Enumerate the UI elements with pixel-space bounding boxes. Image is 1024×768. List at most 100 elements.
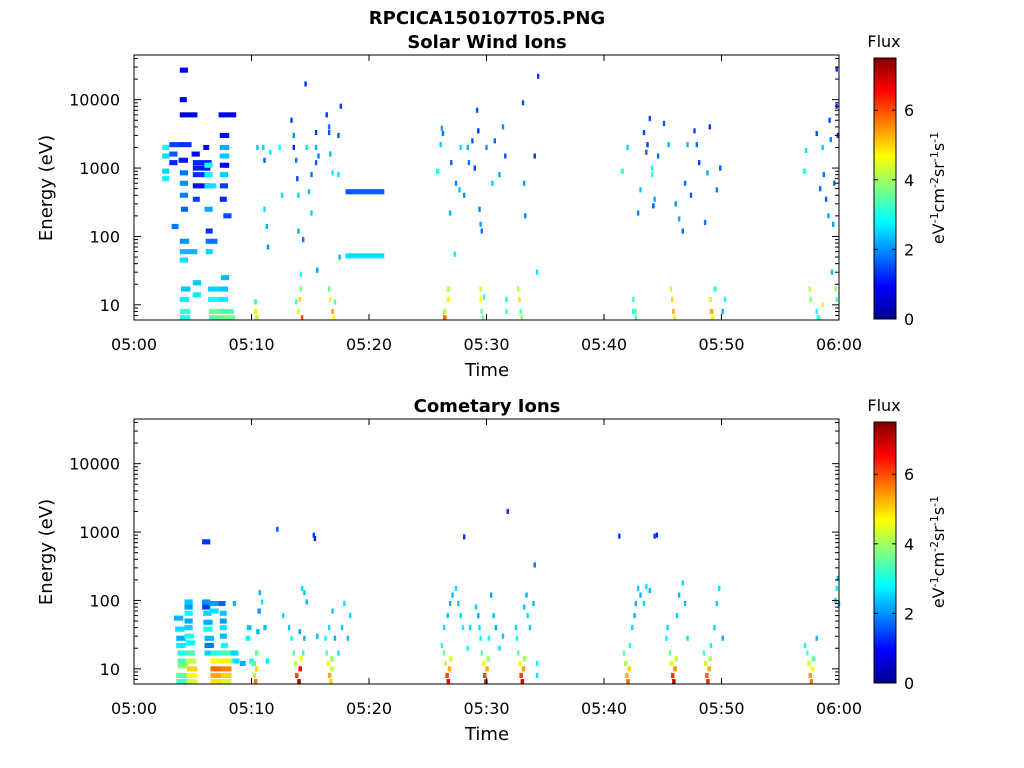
spectrogram-cell <box>280 192 284 198</box>
spectrogram-cell <box>219 183 228 189</box>
x-axis-label: Time <box>464 724 509 745</box>
spectrogram-cell <box>693 128 696 134</box>
spectrogram-cell <box>453 251 456 257</box>
spectrogram-cell <box>480 308 483 314</box>
spectrogram-cell <box>203 626 213 632</box>
spectrogram-cell <box>665 635 668 641</box>
spectrogram-cell <box>522 656 527 662</box>
spectrogram-cell <box>204 162 213 168</box>
panel-title: Solar Wind Ions <box>407 32 566 53</box>
spectrogram-cell <box>634 308 637 314</box>
spectrogram-cell <box>698 160 701 166</box>
spectrogram-cell <box>678 216 681 222</box>
spectrogram-cell <box>203 144 210 150</box>
spectrogram-cell <box>292 132 295 138</box>
spectrogram-cell <box>346 635 350 641</box>
spectrogram-cell <box>662 120 666 126</box>
spectrogram-cell <box>340 625 344 631</box>
spectrogram-cell <box>528 625 532 631</box>
spectrogram-cell <box>220 650 231 656</box>
spectrogram-cell <box>821 144 824 150</box>
spectrogram-cell <box>204 206 213 212</box>
y-tick-label: 10 <box>100 660 120 679</box>
spectrogram-cell <box>299 286 303 292</box>
colorbar-title: Flux <box>867 396 900 415</box>
spectrogram-cell <box>253 299 258 305</box>
spectrogram-cell <box>260 599 264 605</box>
colorbar-gradient <box>873 421 897 684</box>
spectrogram-cell <box>230 650 239 656</box>
spectrogram-cell <box>467 160 471 166</box>
spectrogram-cell <box>537 73 540 79</box>
spectrogram-cell <box>184 618 193 624</box>
panel-title: Cometary Ions <box>414 396 561 417</box>
spectrogram-cell <box>310 172 313 178</box>
colorbar-gradient <box>873 57 897 320</box>
spectrogram-cell <box>179 170 188 176</box>
spectrogram-cell <box>441 131 445 137</box>
spectrogram-cell <box>185 650 196 656</box>
spectrogram-cell <box>671 296 674 302</box>
spectrogram-cell <box>713 625 716 631</box>
spectrogram-cell <box>695 142 698 148</box>
spectrogram-cell <box>317 153 320 159</box>
spectrogram-cell <box>232 601 237 607</box>
x-tick-label: 05:10 <box>228 335 274 354</box>
colorbar-tick-label: 0 <box>904 674 914 693</box>
cometary-panel: Cometary Ions 05:00 05:10 05:20 05:30 05:40 0… <box>36 396 948 745</box>
spectrogram-cell <box>821 302 824 308</box>
plot-frame <box>133 54 840 321</box>
spectrogram-cell <box>209 308 225 314</box>
spectrogram-cell <box>833 180 836 186</box>
spectrogram-cell <box>675 613 679 619</box>
spectrogram-cell <box>481 315 485 321</box>
spectrogram-cell <box>303 590 306 596</box>
spectrogram-cell <box>446 613 449 619</box>
y-tick-label: 10000 <box>69 455 120 474</box>
spectrogram-cell <box>806 650 809 656</box>
spectrogram-cell <box>683 180 687 186</box>
y-tick-label: 100 <box>89 591 120 610</box>
spectrogram-cell <box>622 650 626 656</box>
spectrogram-cell <box>204 635 214 641</box>
spectrogram-cell <box>302 650 305 656</box>
spectrogram-cell <box>493 138 496 144</box>
spectrogram-cell <box>218 112 237 118</box>
spectrogram-cell <box>343 601 346 607</box>
spectrogram-cell <box>506 508 509 514</box>
spectrogram-cell <box>179 315 191 321</box>
x-tick-label: 05:30 <box>463 699 509 718</box>
spectrogram-cell <box>703 660 708 666</box>
spectrogram-cell <box>713 286 717 292</box>
spectrogram-cell <box>218 308 234 314</box>
spectrogram-cell <box>708 656 713 662</box>
colorbar-tick-label: 4 <box>904 535 914 554</box>
spectrogram-cell <box>305 144 308 150</box>
y-tick-label: 1000 <box>79 159 120 178</box>
spectrogram-cell <box>298 666 302 672</box>
spectrogram-cell <box>219 633 227 639</box>
spectrogram-cell <box>653 533 656 539</box>
spectrogram-cell <box>178 157 188 163</box>
spectrogram-cell <box>443 315 447 321</box>
colorbar-tick-label: 2 <box>904 604 914 623</box>
spectrogram-cell <box>443 650 446 656</box>
spectrogram-cell <box>828 117 831 123</box>
spectrogram-cell <box>671 672 675 678</box>
x-tick-label: 05:40 <box>581 699 627 718</box>
spectrogram-cell <box>209 315 225 321</box>
spectrogram-cell <box>179 97 187 103</box>
x-tick-label: 05:00 <box>111 335 157 354</box>
spectrogram-cell <box>515 635 519 641</box>
spectrogram-cell <box>715 601 718 607</box>
spectrogram-cell <box>253 308 258 314</box>
spectrogram-cell <box>185 658 197 664</box>
spectrogram-cell <box>220 642 228 648</box>
spectrogram-cell <box>715 187 718 193</box>
spectrogram-cell <box>487 635 491 641</box>
spectrogram-cell <box>179 67 188 73</box>
x-tick-label: 05:50 <box>698 699 744 718</box>
spectrogram-cell <box>628 642 632 648</box>
spectrogram-cell <box>535 269 539 275</box>
spectrogram-cell <box>218 296 228 302</box>
